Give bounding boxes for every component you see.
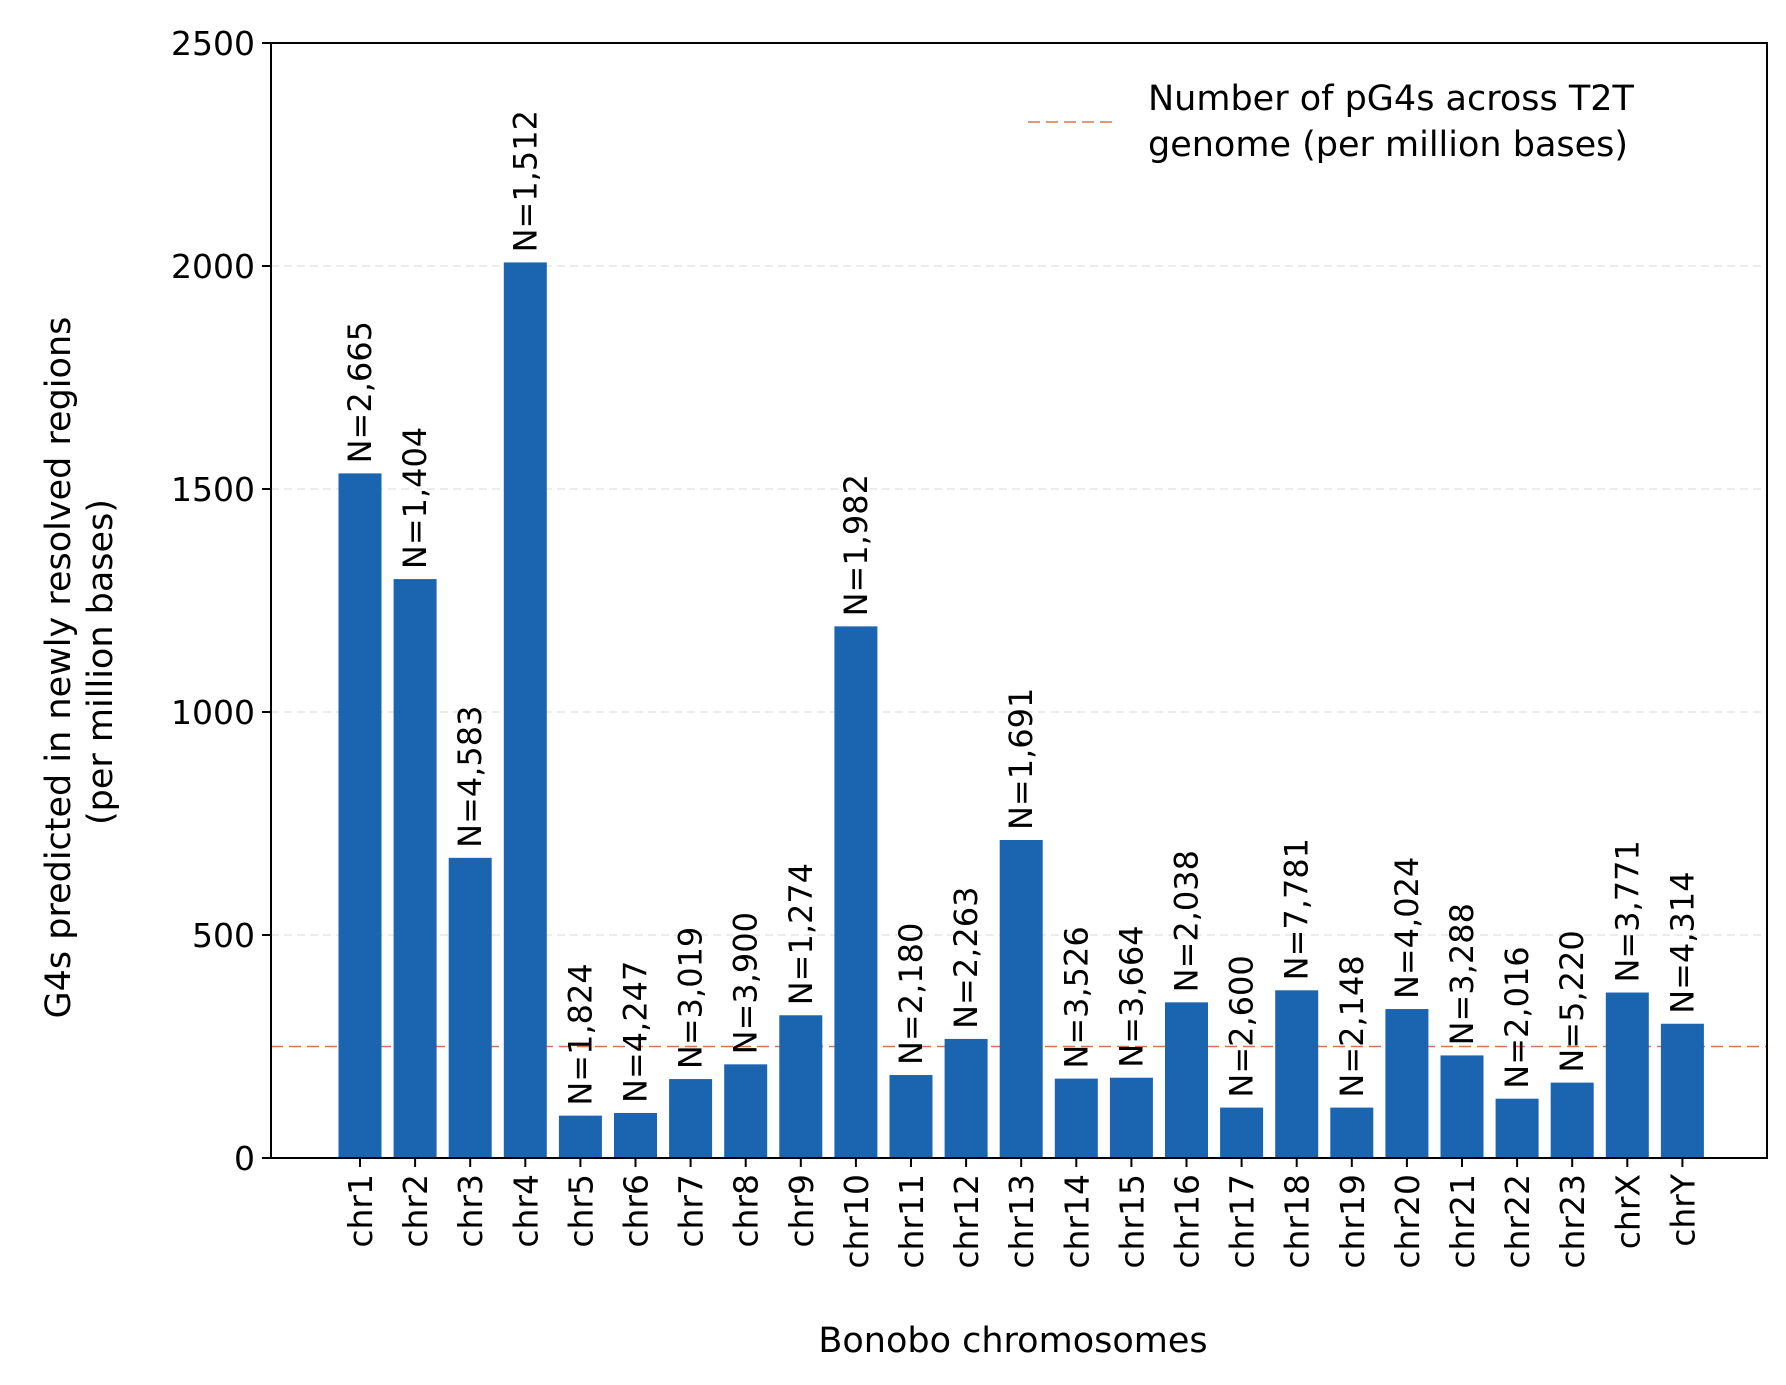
bar-chr5 xyxy=(558,1115,602,1158)
bar-chr6 xyxy=(614,1112,657,1158)
bar-label-chr21: N=3,288 xyxy=(1443,903,1481,1045)
bar-label-chr1: N=2,665 xyxy=(341,321,379,463)
bar-label-chr10: N=1,982 xyxy=(837,474,875,616)
bar-chr22 xyxy=(1495,1098,1539,1158)
x-tick-label-chr13: chr13 xyxy=(1002,1174,1041,1269)
bar-label-chr5: N=1,824 xyxy=(561,963,599,1105)
plot-frame xyxy=(270,42,1768,1159)
bar-chr2 xyxy=(393,579,437,1158)
x-axis: chr1 chr2 chr3 chr4 chr5 chr6 chr7 chr8 chr9 chr1… xyxy=(341,1158,1702,1269)
bar-chr7 xyxy=(669,1079,713,1158)
bar-label-chr19: N=2,148 xyxy=(1333,955,1371,1097)
bar-label-chr8: N=3,900 xyxy=(727,912,765,1054)
bar-chrY xyxy=(1660,1023,1704,1158)
y-axis-title-line-1: G4s predicted in newly resolved regions xyxy=(39,317,79,1019)
bar-label-chr11: N=2,180 xyxy=(892,923,930,1065)
bar-label-chrX: N=3,771 xyxy=(1608,840,1646,982)
x-tick-label-chr1: chr1 xyxy=(341,1174,380,1248)
legend-label-line-2: genome (per million bases) xyxy=(1148,125,1628,165)
bar-label-chr2: N=1,404 xyxy=(396,427,434,569)
y-axis-title: G4s predicted in newly resolved regions … xyxy=(39,305,121,1018)
x-tick-label-chrX: chrX xyxy=(1608,1174,1647,1249)
bar-chrX xyxy=(1605,992,1649,1158)
bar-label-chr9: N=1,274 xyxy=(782,863,820,1005)
bar-label-chr20: N=4,024 xyxy=(1388,857,1426,999)
bar-label-chr18: N=7,781 xyxy=(1278,838,1316,980)
bar-label-chr17: N=2,600 xyxy=(1223,955,1261,1097)
y-axis-title-line-2: (per million bases) xyxy=(81,499,121,825)
x-tick-label-chr9: chr9 xyxy=(782,1174,821,1248)
x-tick-label-chr2: chr2 xyxy=(396,1174,435,1248)
x-tick-label-chrY: chrY xyxy=(1663,1173,1702,1247)
bar-chr20 xyxy=(1385,1009,1429,1158)
bar-chr17 xyxy=(1220,1107,1264,1158)
bar-chr21 xyxy=(1440,1055,1484,1158)
bar-chr8 xyxy=(724,1064,768,1158)
x-axis-title: Bonobo chromosomes xyxy=(818,1321,1207,1361)
x-tick-label-chr20: chr20 xyxy=(1388,1174,1427,1269)
y-tick-label: 1000 xyxy=(171,693,255,732)
y-tick-label: 2000 xyxy=(171,247,255,286)
bar-chr15 xyxy=(1109,1077,1153,1158)
y-tick-label: 2500 xyxy=(171,24,255,63)
bar-label-chr12: N=2,263 xyxy=(947,887,985,1029)
x-tick-label-chr10: chr10 xyxy=(837,1174,876,1269)
bar-label-chr23: N=5,220 xyxy=(1553,930,1591,1072)
legend-label: Number of pG4s across T2T genome (per mi… xyxy=(1148,79,1645,165)
x-tick-label-chr23: chr23 xyxy=(1553,1174,1592,1269)
y-tick-label: 0 xyxy=(234,1139,255,1178)
bar-label-chr15: N=3,664 xyxy=(1112,925,1150,1067)
x-tick-label-chr7: chr7 xyxy=(672,1174,711,1248)
bar-label-chrY: N=4,314 xyxy=(1663,871,1701,1013)
bar-chr10 xyxy=(834,626,878,1158)
y-tick-label: 1500 xyxy=(171,470,255,509)
bar-chr1 xyxy=(338,473,382,1158)
bar-chr14 xyxy=(1054,1078,1098,1158)
x-tick-label-chr18: chr18 xyxy=(1278,1174,1317,1269)
bar-label-chr14: N=3,526 xyxy=(1057,926,1095,1068)
bar-labels: N=2,665 N=1,404 N=4,583 N=1,512 N=1,824 N=4,2… xyxy=(341,110,1701,1106)
bar-chr4 xyxy=(503,262,547,1158)
x-tick-label-chr16: chr16 xyxy=(1168,1174,1207,1269)
y-tick-label: 500 xyxy=(192,916,255,955)
y-axis: 0 500 1000 1500 2000 2500 xyxy=(171,24,271,1178)
bar-chr9 xyxy=(779,1015,823,1158)
x-tick-label-chr15: chr15 xyxy=(1112,1174,1151,1269)
x-tick-label-chr21: chr21 xyxy=(1443,1174,1482,1269)
x-tick-label-chr6: chr6 xyxy=(617,1174,656,1248)
legend-label-line-1: Number of pG4s across T2T xyxy=(1148,79,1635,119)
bar-chr16 xyxy=(1165,1002,1208,1158)
bar-label-chr22: N=2,016 xyxy=(1498,946,1536,1088)
bar-label-chr7: N=3,019 xyxy=(672,927,710,1069)
x-tick-label-chr8: chr8 xyxy=(727,1174,766,1248)
bars xyxy=(338,262,1704,1158)
bar-chr23 xyxy=(1550,1082,1594,1158)
x-tick-label-chr4: chr4 xyxy=(506,1174,545,1248)
bar-label-chr4: N=1,512 xyxy=(506,110,544,252)
bar-label-chr3: N=4,583 xyxy=(451,705,489,847)
bar-label-chr16: N=2,038 xyxy=(1168,850,1206,992)
x-tick-label-chr11: chr11 xyxy=(892,1174,931,1269)
x-tick-label-chr17: chr17 xyxy=(1223,1174,1262,1269)
bar-label-chr13: N=1,691 xyxy=(1002,688,1040,830)
x-tick-label-chr19: chr19 xyxy=(1333,1174,1372,1269)
x-tick-label-chr3: chr3 xyxy=(451,1174,490,1248)
bar-chr18 xyxy=(1275,990,1319,1158)
x-tick-label-chr5: chr5 xyxy=(561,1174,600,1248)
x-tick-label-chr22: chr22 xyxy=(1498,1174,1537,1269)
bar-label-chr6: N=4,247 xyxy=(617,961,655,1103)
x-tick-label-chr12: chr12 xyxy=(947,1174,986,1269)
bar-chr13 xyxy=(999,840,1043,1158)
legend: Number of pG4s across T2T genome (per mi… xyxy=(1028,79,1645,165)
bar-chr11 xyxy=(889,1075,933,1158)
bar-chr12 xyxy=(944,1038,988,1158)
x-tick-label-chr14: chr14 xyxy=(1057,1174,1096,1269)
bar-chr19 xyxy=(1330,1107,1374,1158)
bar-chr3 xyxy=(448,857,492,1158)
